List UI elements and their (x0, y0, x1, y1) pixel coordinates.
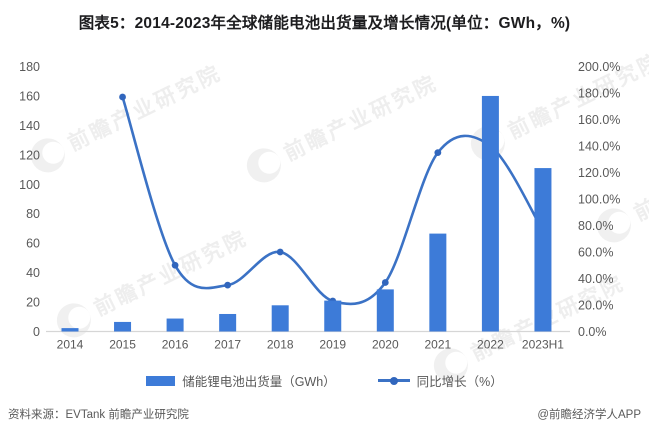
source-note: 资料来源：EVTank 前瞻产业研究院 (8, 409, 189, 421)
x-axis-label: 2017 (214, 338, 241, 352)
bar-2020 (376, 289, 394, 332)
bar-2022 (481, 95, 499, 332)
bar-2023H1 (534, 168, 552, 332)
right-axis-tick: 80.0% (578, 219, 613, 233)
right-axis-tick: 40.0% (578, 272, 613, 286)
left-axis-tick: 60 (26, 237, 40, 251)
left-axis-tick: 160 (19, 89, 40, 103)
chart-title: 图表5：2014-2023年全球储能电池出货量及增长情况(单位：GWh，%) (78, 15, 571, 32)
bar-2014 (61, 328, 79, 332)
bar-2021 (429, 233, 447, 332)
right-axis-tick: 160.0% (578, 113, 620, 127)
growth-line-marker (434, 149, 442, 157)
x-axis-label: 2021 (424, 338, 451, 352)
x-axis-label: 2014 (57, 338, 84, 352)
left-axis-tick: 100 (19, 178, 40, 192)
legend-item-growth: 同比增长（%） (377, 371, 503, 390)
left-axis-tick: 0 (33, 325, 40, 339)
x-axis-label: 2020 (372, 338, 399, 352)
right-axis-tick: 20.0% (578, 299, 613, 313)
line-marker-icon (389, 376, 398, 385)
chart-legend: 储能锂电池出货量（GWh） 同比增长（%） (0, 371, 649, 390)
right-axis-tick: 140.0% (578, 140, 620, 154)
legend-label-growth: 同比增长（%） (416, 375, 503, 389)
x-axis-label: 2023H1 (522, 338, 564, 352)
growth-line-marker (171, 261, 179, 269)
bar-2016 (166, 318, 184, 332)
growth-line-marker (224, 281, 232, 289)
x-axis-label: 2019 (319, 338, 346, 352)
right-axis-tick: 120.0% (578, 166, 620, 180)
right-axis-tick: 60.0% (578, 246, 613, 260)
x-axis-label: 2016 (162, 338, 189, 352)
legend-label-shipments: 储能锂电池出货量（GWh） (182, 375, 336, 389)
left-axis-tick: 120 (19, 148, 40, 162)
right-axis-tick: 100.0% (578, 193, 620, 207)
growth-line-marker (119, 93, 126, 101)
bar-2015 (114, 321, 132, 332)
x-axis-label: 2022 (477, 338, 504, 352)
bar-2017 (219, 313, 237, 332)
left-axis-tick: 40 (26, 266, 40, 280)
legend-item-shipments: 储能锂电池出货量（GWh） (146, 371, 336, 390)
right-axis-tick: 200.0% (578, 60, 620, 74)
growth-line-marker (276, 248, 284, 256)
x-axis-label: 2015 (109, 338, 136, 352)
bar-2018 (271, 305, 289, 332)
left-axis-tick: 180 (19, 60, 40, 74)
line-series-swatch (377, 376, 410, 385)
growth-line-marker (381, 279, 389, 286)
credit-note: @前瞻经济学人APP (537, 409, 641, 421)
right-axis-tick: 0.0% (578, 325, 607, 339)
chart-footer: 资料来源：EVTank 前瞻产业研究院 @前瞻经济学人APP (8, 406, 641, 422)
right-axis-tick: 180.0% (578, 87, 620, 101)
bar-2019 (324, 300, 342, 332)
x-axis-label: 2018 (267, 338, 294, 352)
growth-line (121, 95, 545, 306)
bar-series-swatch (146, 375, 176, 386)
left-axis-tick: 80 (26, 207, 40, 221)
left-axis-tick: 20 (26, 296, 40, 310)
left-axis-tick: 140 (19, 119, 40, 133)
